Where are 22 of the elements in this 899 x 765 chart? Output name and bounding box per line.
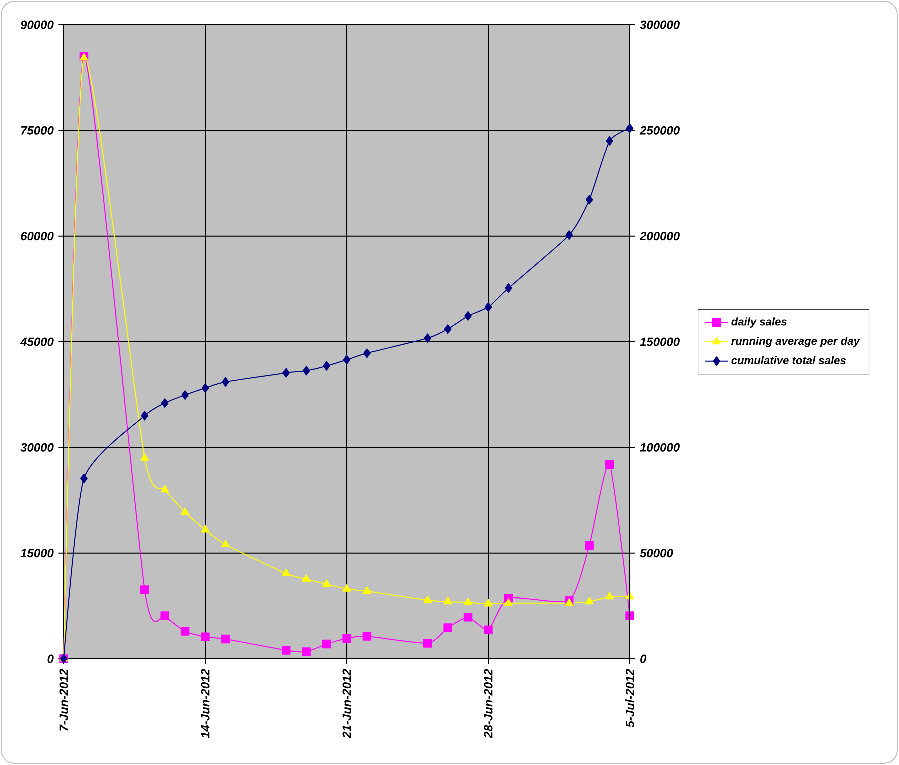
x-tick-label: 14-Jun-2012 xyxy=(201,669,210,738)
y-tick-label: 90000 xyxy=(20,20,54,30)
y2-tick-label: 150000 xyxy=(640,338,680,346)
x-tick-label: 21-Jun-2012 xyxy=(342,669,352,739)
x-tick-label: 7-Jun-2012 xyxy=(60,669,68,731)
y2-tick-label: 200000 xyxy=(640,232,680,241)
y-tick-label: 15000 xyxy=(20,549,54,558)
y2-tick-label: 0 xyxy=(640,654,647,664)
y-tick-label: 0 xyxy=(48,654,54,664)
legend-label: daily sales xyxy=(732,318,787,328)
y2-tick-label: 50000 xyxy=(640,549,674,558)
y2-tick-label: 100000 xyxy=(640,443,680,452)
x-tick-label: 28-Jun-2012 xyxy=(484,669,493,739)
y-tick-label: 45000 xyxy=(20,338,54,346)
x-tick-label: 5-Jul-2012 xyxy=(626,669,634,728)
legend-label: running average per day xyxy=(732,337,860,348)
y-tick-label: 75000 xyxy=(21,126,54,135)
y2-tick-label: 300000 xyxy=(640,20,680,30)
y-tick-label: 60000 xyxy=(21,232,54,241)
y2-tick-label: 250000 xyxy=(640,126,680,135)
legend-label: cumulative total sales xyxy=(732,356,846,364)
y-tick-label: 30000 xyxy=(20,443,54,452)
